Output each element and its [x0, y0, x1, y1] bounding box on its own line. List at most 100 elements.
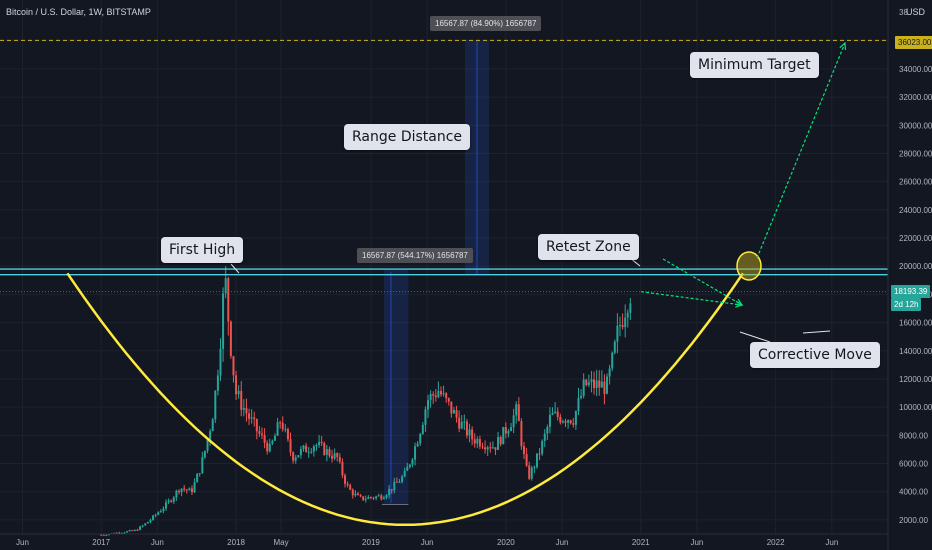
candle-body — [561, 421, 564, 423]
candle-body — [177, 490, 180, 493]
candle-body — [382, 497, 385, 500]
time-tick-label: Jun — [825, 538, 838, 547]
candle-body — [497, 436, 500, 450]
candle-body — [154, 514, 157, 516]
price-tick-label: 8000.00 — [899, 431, 928, 440]
candle-body — [183, 488, 186, 490]
candle-body — [616, 325, 619, 342]
price-tick-label: 12000.00 — [899, 375, 932, 384]
candle-body — [450, 401, 453, 414]
drawing-overlays — [0, 39, 888, 527]
candle-body — [232, 356, 235, 376]
candle-body — [255, 419, 258, 432]
callout-minimum-target[interactable]: Minimum Target — [690, 52, 819, 78]
candle-body — [341, 461, 344, 476]
current-price-tag: 18193.39 — [891, 285, 931, 298]
candle-body — [126, 531, 129, 533]
retest-zone-marker — [736, 251, 762, 281]
candle-body — [214, 390, 217, 420]
candle-body — [162, 508, 165, 512]
price-tick-label: 10000.00 — [899, 403, 932, 412]
candle-body — [489, 447, 492, 449]
candle-body — [325, 449, 328, 455]
candle-body — [414, 446, 417, 460]
candle-body — [120, 532, 123, 534]
price-tick-label: 16000.00 — [899, 319, 932, 328]
price-tick-label: 2000.00 — [899, 516, 928, 525]
candle-body — [286, 429, 289, 440]
candle-body — [346, 483, 349, 486]
candle-body — [468, 429, 471, 436]
candle-body — [556, 411, 559, 417]
candle-body — [377, 495, 380, 497]
candle-body — [455, 410, 458, 418]
candle-body — [250, 417, 253, 419]
candle-body — [528, 465, 531, 479]
candle-body — [144, 523, 147, 526]
candle-body — [235, 375, 238, 395]
candle-body — [447, 398, 450, 402]
candle-body — [268, 443, 271, 452]
range-zone-main — [383, 269, 409, 503]
candle-body — [364, 498, 367, 500]
candle-body — [157, 512, 160, 515]
candle-body — [626, 312, 629, 318]
candle-body — [198, 473, 201, 475]
candle-body — [380, 495, 383, 500]
time-tick-label: 2021 — [632, 538, 650, 547]
candle-body — [261, 433, 264, 436]
candle-body — [465, 421, 468, 436]
callout-pointer-first-high — [230, 263, 240, 274]
symbol-title: Bitcoin / U.S. Dollar, 1W, BITSTAMP — [6, 7, 151, 17]
candle-body — [281, 422, 284, 430]
time-tick-label: 2018 — [227, 538, 245, 547]
candle-body — [323, 443, 326, 455]
candle-body — [240, 390, 243, 410]
candle-body — [587, 382, 590, 386]
callout-first-high[interactable]: First High — [161, 237, 244, 263]
price-tick-label-top: 38 — [899, 8, 908, 17]
candle-body — [411, 459, 414, 465]
candle-body — [523, 446, 526, 454]
price-tick-label: 14000.00 — [899, 347, 932, 356]
candle-body — [128, 530, 131, 532]
target-price-tag: 36023.00 — [895, 36, 932, 49]
candle-body — [476, 439, 479, 444]
candle-body — [595, 380, 598, 389]
candle-body — [159, 511, 162, 513]
candle-body — [227, 278, 230, 322]
candle-body — [165, 502, 168, 509]
time-axis: Jun 2017 Jun 2018 May 2019 Jun 2020 Jun 2021 Jun 20… — [0, 533, 888, 547]
candle-body — [320, 441, 323, 444]
candle-body — [369, 497, 372, 499]
callout-corrective-move[interactable]: Corrective Move — [750, 342, 880, 368]
candle-body — [548, 414, 551, 427]
candle-body — [344, 475, 347, 484]
target-projection-arrow — [756, 42, 846, 259]
candle-body — [385, 495, 388, 498]
callout-retest-zone[interactable]: Retest Zone — [538, 234, 639, 260]
candle-body — [618, 324, 621, 326]
candle-body — [530, 467, 533, 479]
currency-label[interactable]: USD — [906, 7, 926, 17]
candle-body — [504, 427, 507, 434]
candle-body — [424, 409, 427, 425]
candle-body — [484, 447, 487, 450]
candle-body — [172, 497, 175, 502]
candle-body — [237, 390, 240, 395]
candle-body — [188, 488, 191, 491]
callout-pointer-corrective-line — [739, 331, 771, 343]
candle-body — [336, 453, 339, 457]
candle-body — [258, 431, 261, 434]
candle-body — [590, 379, 593, 383]
retest-projection-arrow-head — [734, 298, 744, 306]
candle-body — [203, 450, 206, 458]
candle-body — [372, 497, 375, 499]
candle-body — [603, 381, 606, 394]
candle-body — [149, 519, 152, 522]
time-tick-label: Jun — [690, 538, 703, 547]
price-tick-label: 30000.00 — [899, 121, 932, 130]
candle-body — [266, 442, 269, 452]
callout-range-distance[interactable]: Range Distance — [344, 124, 471, 150]
